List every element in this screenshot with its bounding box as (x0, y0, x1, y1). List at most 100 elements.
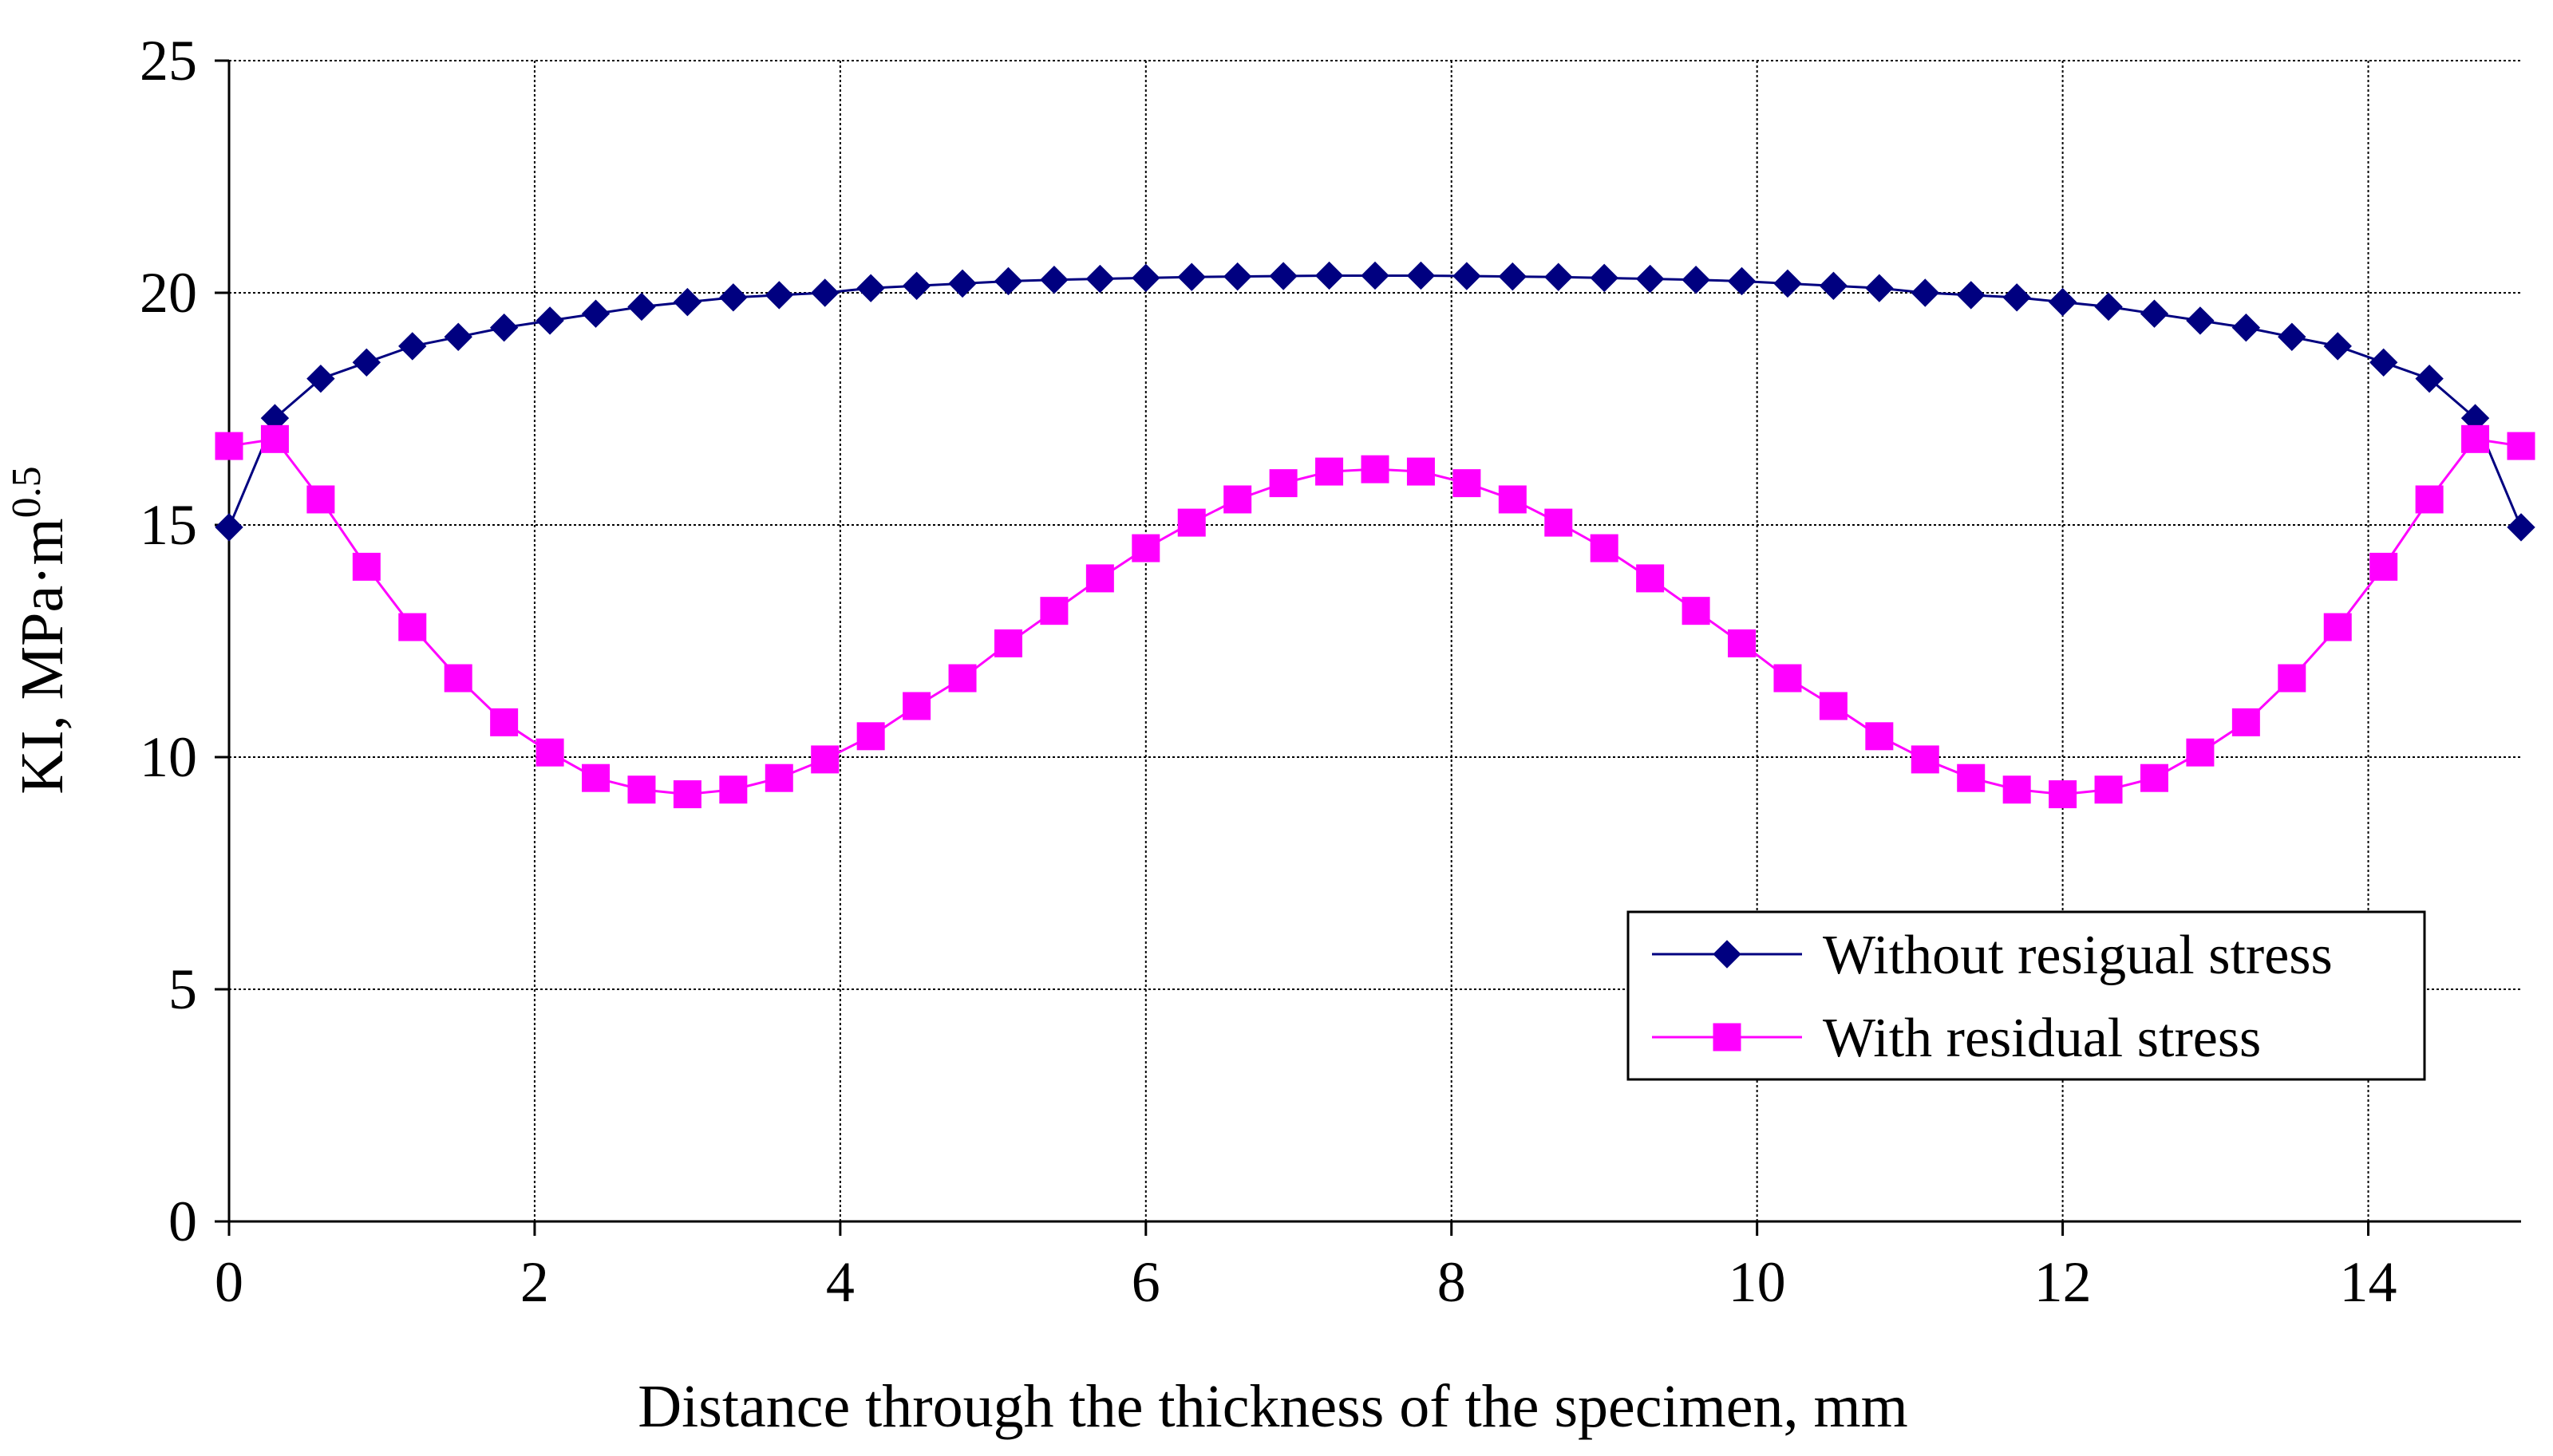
series-line (228, 437, 2522, 796)
data-point (2369, 348, 2398, 377)
data-point (673, 287, 702, 317)
y-tick-label: 25 (140, 29, 197, 93)
y-tick-label: 5 (168, 957, 197, 1021)
data-point (2461, 424, 2490, 453)
data-point (1040, 597, 1069, 625)
data-point (352, 348, 381, 377)
tick-labels: 0 5 10 15 20 25 0 2 4 6 8 10 12 14 (140, 29, 2397, 1314)
data-point (1911, 278, 1939, 307)
data-point (1819, 692, 1848, 720)
data-point (1223, 485, 1252, 514)
legend-entry: With residual stress (1652, 1008, 2261, 1069)
data-point (444, 322, 472, 351)
x-tick-label: 10 (1729, 1250, 1786, 1314)
data-point (1498, 485, 1527, 514)
data-series (215, 261, 2535, 809)
data-point (2094, 292, 2123, 322)
data-point (765, 764, 793, 792)
data-point (352, 552, 381, 581)
y-axis-title-exponent: 0.5 (4, 466, 49, 518)
data-point (582, 764, 611, 792)
y-tick-label: 15 (140, 493, 197, 557)
data-point (1544, 262, 1573, 291)
y-axis-title-main: KI, MPa·m (9, 518, 76, 794)
x-tick-label: 2 (520, 1250, 549, 1314)
data-point (1498, 262, 1527, 291)
data-point (1314, 261, 1344, 290)
data-point (1406, 261, 1436, 290)
legend-box (1626, 910, 2426, 1081)
y-tick-label: 10 (140, 725, 197, 789)
data-point (627, 292, 656, 322)
data-point (1819, 271, 1848, 300)
legend-label: With residual stress (1823, 1008, 2261, 1069)
data-point (811, 278, 840, 307)
data-point (1727, 266, 1757, 296)
data-point (2415, 485, 2444, 514)
data-point (1040, 265, 1069, 294)
series-line (227, 274, 2523, 528)
data-point (2002, 775, 2031, 804)
data-point (2323, 613, 2352, 641)
data-point (1636, 564, 1665, 593)
data-point (1682, 265, 1710, 294)
data-point (1177, 262, 1206, 291)
data-point (215, 513, 243, 542)
data-point (2140, 299, 2169, 328)
data-point (1269, 469, 1298, 498)
series-without-residual-stress (215, 261, 2535, 542)
axes (215, 59, 2521, 1236)
x-tick-label: 0 (215, 1250, 243, 1314)
data-point (1132, 263, 1160, 293)
data-point (1865, 722, 1894, 751)
data-point (994, 266, 1023, 296)
data-point (856, 274, 885, 302)
data-point (2415, 364, 2444, 393)
data-point (1223, 262, 1252, 291)
data-point (1590, 263, 1618, 293)
data-point (2048, 287, 2077, 317)
data-point (856, 722, 885, 751)
x-tick-label: 6 (1132, 1250, 1160, 1314)
data-point (1773, 269, 1802, 298)
data-point (2278, 322, 2306, 351)
data-point (994, 629, 1022, 657)
data-point (1361, 455, 1389, 483)
data-point (1269, 262, 1298, 290)
data-point (2507, 432, 2535, 460)
data-point (719, 283, 748, 312)
data-point (1865, 274, 1894, 302)
data-point (1406, 457, 1435, 486)
data-point (1635, 264, 1665, 294)
data-point (765, 281, 793, 310)
data-point (2507, 513, 2535, 542)
data-point (398, 613, 427, 641)
data-point (2369, 552, 2398, 581)
data-point (2140, 764, 2168, 792)
data-point (1085, 564, 1114, 593)
y-axis-title: KI, MPa·m0.5 (4, 466, 76, 794)
data-point (2323, 332, 2352, 361)
data-point (260, 424, 289, 453)
data-point (2049, 780, 2077, 809)
y-tick-label: 20 (140, 261, 197, 325)
data-point (2094, 775, 2123, 804)
legend-marker (1713, 940, 1741, 969)
data-point (2186, 306, 2215, 335)
data-point (811, 745, 840, 774)
x-tick-label: 14 (2340, 1250, 2397, 1314)
legend: Without resigual stress With residual str… (1626, 910, 2426, 1081)
x-tick-label: 4 (826, 1250, 855, 1314)
data-point (1361, 261, 1389, 290)
legend-label: Without resigual stress (1823, 925, 2333, 986)
data-point (627, 775, 656, 804)
data-point (1773, 664, 1802, 692)
data-point (535, 306, 564, 335)
data-point (948, 269, 977, 298)
data-point (1132, 534, 1160, 562)
data-point (1590, 534, 1618, 562)
data-point (535, 738, 564, 767)
x-tick-label: 8 (1437, 1250, 1466, 1314)
data-point (1452, 262, 1481, 290)
